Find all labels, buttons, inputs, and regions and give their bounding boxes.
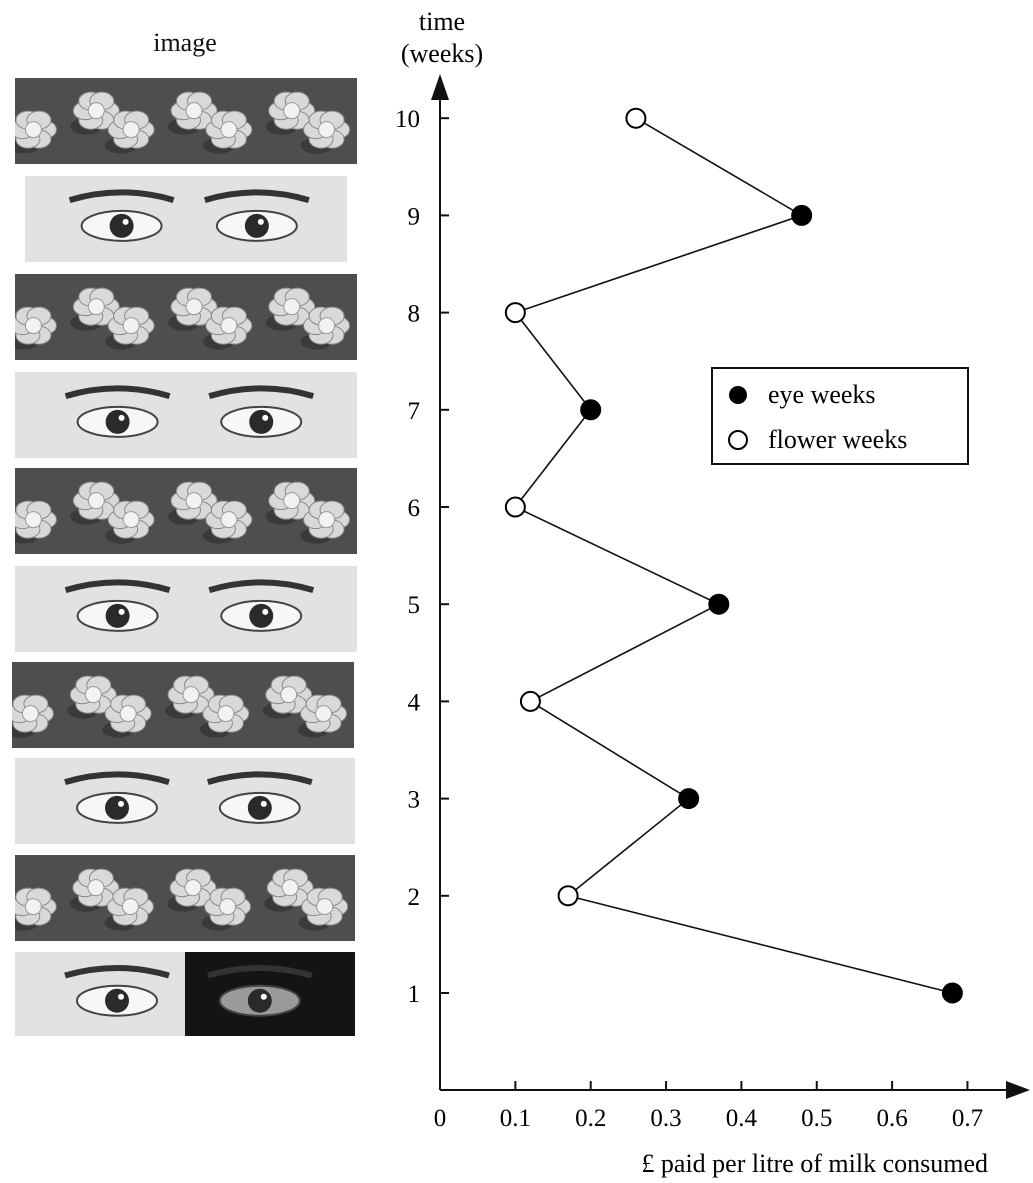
- image-column-title: image: [153, 28, 217, 57]
- y-tick-label: 3: [408, 787, 421, 814]
- flower-image-strip: [15, 855, 355, 941]
- legend-eye-marker: [729, 386, 747, 404]
- x-tick-label: 0.5: [801, 1105, 832, 1132]
- y-axis-arrow: [431, 74, 449, 100]
- series-connecting-line: [514, 117, 953, 994]
- x-tick-label: 0.1: [500, 1105, 531, 1132]
- legend: eye weeks flower weeks: [711, 367, 969, 465]
- eye-week-point: [580, 399, 602, 421]
- y-tick-label: 8: [408, 301, 421, 328]
- y-tick-label: 2: [408, 884, 421, 911]
- x-axis-arrow: [1006, 1081, 1030, 1099]
- legend-box: [711, 367, 969, 465]
- flower-image-strip: [12, 662, 354, 748]
- flower-week-point: [519, 690, 541, 712]
- flower-week-point: [625, 107, 647, 129]
- y-tick-label: 7: [408, 398, 421, 425]
- eye-image-strip: [15, 952, 355, 1036]
- legend-eye-label: eye weeks: [768, 380, 876, 409]
- eye-week-point: [791, 204, 813, 226]
- y-tick-label: 10: [395, 106, 420, 133]
- y-axis-title-line2: (weeks): [401, 39, 483, 68]
- eye-image-strip: [15, 372, 357, 458]
- x-tick-label: 0.2: [575, 1105, 606, 1132]
- legend-flower-marker: [728, 430, 748, 450]
- x-tick-label: 0.6: [876, 1105, 907, 1132]
- flower-image-strip: [15, 468, 357, 554]
- flower-week-point: [504, 302, 526, 324]
- y-tick-label: 4: [408, 689, 421, 716]
- x-tick-label: 0.4: [726, 1105, 758, 1132]
- y-tick-label: 5: [408, 592, 421, 619]
- y-tick-label: 1: [408, 981, 421, 1008]
- eye-week-point: [708, 593, 730, 615]
- legend-flower-label: flower weeks: [768, 425, 907, 454]
- y-tick-label: 9: [408, 203, 421, 230]
- flower-week-point: [504, 496, 526, 518]
- eye-image-strip: [15, 758, 355, 844]
- flower-image-strip: [15, 78, 357, 164]
- eye-week-point: [941, 982, 963, 1004]
- flower-week-point: [557, 885, 579, 907]
- x-tick-label: 0.7: [952, 1105, 983, 1132]
- eye-image-strip: [15, 566, 357, 652]
- y-axis-title-line1: time: [419, 7, 465, 36]
- x-tick-label: 0.3: [650, 1105, 681, 1132]
- y-tick-label: 6: [408, 495, 421, 522]
- eye-image-strip: [25, 176, 347, 262]
- eye-week-point: [678, 788, 700, 810]
- x-axis-title: £ paid per litre of milk consumed: [641, 1149, 988, 1178]
- flower-image-strip: [15, 274, 357, 360]
- x-tick-label: 0: [434, 1105, 447, 1132]
